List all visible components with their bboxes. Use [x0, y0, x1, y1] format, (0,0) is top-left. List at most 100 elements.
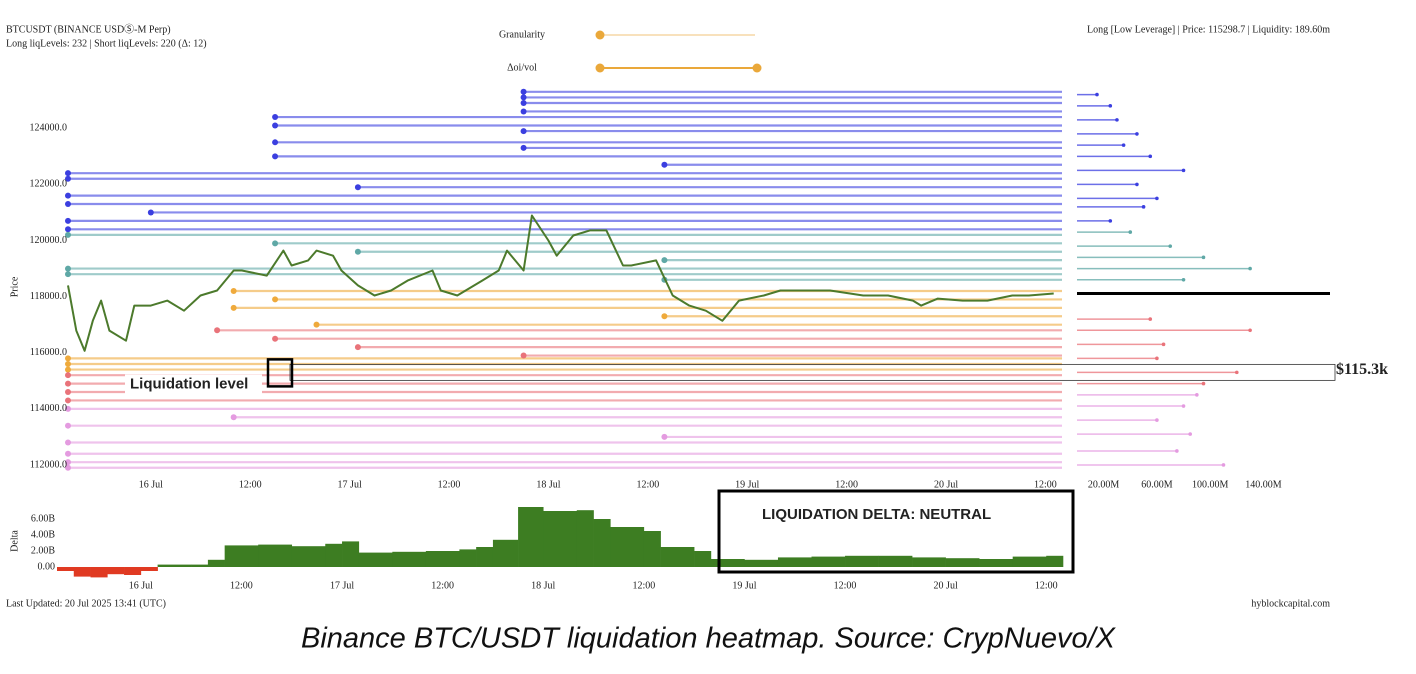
level-start — [65, 422, 71, 429]
level-start — [65, 366, 71, 373]
x-tick-label: 12:00 — [835, 479, 858, 490]
x-tick-label: 18 Jul — [536, 479, 560, 490]
level-start — [272, 122, 279, 129]
delta-step — [57, 567, 75, 571]
liquidity-dot — [1155, 356, 1159, 361]
x-tick-label: 12:00 — [438, 479, 461, 490]
source: hyblockcapital.com — [1251, 598, 1330, 609]
y-axis-label: Price — [9, 276, 20, 297]
delta-step — [845, 555, 879, 567]
liquidity-dot — [1121, 143, 1126, 147]
level-start — [520, 94, 527, 101]
level-start — [65, 380, 71, 387]
annotation-focus — [266, 358, 294, 388]
level-start — [520, 100, 527, 107]
delta-annotation-box — [717, 489, 1075, 574]
delta-step — [593, 519, 611, 567]
level-start — [520, 108, 527, 115]
delta-step — [107, 567, 125, 575]
delta-step — [878, 555, 913, 567]
x-tick-label: 12:00 — [1035, 580, 1058, 591]
delta-step — [610, 527, 645, 567]
liquidity-dot — [1234, 370, 1239, 375]
level-start — [354, 248, 361, 255]
x-tick-label: 17 Jul — [338, 479, 362, 490]
info: Long [Low Leverage] | Price: 115298.7 | … — [1087, 24, 1330, 35]
level-start — [520, 352, 527, 359]
level-start — [230, 414, 237, 421]
symbol: BTCUSDT (BINANCE USDⓈ-M Perp) — [6, 23, 171, 35]
liquidity-dot — [1135, 132, 1139, 136]
delta-step — [342, 541, 360, 567]
delta-step — [425, 551, 460, 567]
caption: Binance BTC/USDT liquidation heatmap. So… — [301, 623, 1117, 655]
level-start — [65, 226, 71, 233]
delta-step — [660, 547, 695, 567]
level-start — [65, 360, 71, 367]
level-start — [313, 321, 320, 328]
level-start — [65, 192, 71, 199]
y-tick-label: 2.00B — [31, 545, 56, 556]
level-start — [65, 271, 71, 278]
level-start — [65, 231, 71, 238]
control-label: Δoi/vol — [507, 62, 537, 73]
price-line — [67, 214, 1054, 352]
x-tick-label: 12:00 — [1034, 479, 1057, 490]
x-tick-label: 12:00 — [239, 479, 262, 490]
delta-step — [291, 546, 326, 567]
level-start — [65, 459, 71, 466]
liquidity-dot — [1201, 255, 1206, 260]
delta-step — [912, 557, 946, 567]
liquidity-dot — [1181, 168, 1186, 173]
x-tick-label: 20 Jul — [934, 479, 958, 490]
liquidity-dot — [1155, 418, 1159, 422]
liquidity-dot — [1108, 104, 1113, 108]
slider-handle[interactable] — [595, 30, 605, 40]
level-start — [272, 240, 279, 247]
level-start — [661, 313, 668, 320]
liquidity-dot — [1201, 381, 1206, 386]
delta-step — [811, 556, 846, 567]
liquidity-dot — [1248, 328, 1252, 333]
annotation-label-bg — [125, 374, 262, 395]
level-start — [65, 397, 71, 404]
liquidity-dot — [1095, 92, 1099, 97]
y-tick-label: 120000.0 — [30, 235, 68, 246]
level-start — [65, 405, 71, 412]
level-start — [272, 114, 279, 121]
delta-step — [207, 559, 225, 567]
delta-step — [358, 552, 393, 567]
slider-handle[interactable] — [595, 63, 605, 73]
liquidity-dot — [1221, 463, 1226, 467]
slider-handle[interactable] — [752, 63, 762, 73]
liquidity-dot — [1168, 244, 1173, 248]
level-start — [272, 335, 279, 342]
liquidity-dot — [1175, 449, 1179, 453]
delta-step — [1046, 555, 1064, 567]
x-tick-label: 16 Jul — [139, 479, 163, 490]
y-tick-label: 6.00B — [31, 513, 56, 524]
x-tick-label: 60.00M — [1141, 479, 1173, 490]
y-tick-label: 124000.0 — [30, 123, 68, 134]
liquidity-dot — [1148, 154, 1153, 159]
level-start — [520, 88, 527, 95]
delta-step — [694, 551, 712, 567]
delta-step — [140, 567, 158, 571]
delta-step — [543, 511, 578, 567]
level-start — [65, 265, 71, 272]
y-axis-label: Delta — [9, 530, 20, 552]
delta-step — [979, 559, 1013, 567]
annotation-label: Liquidation level — [130, 375, 248, 392]
delta-step — [459, 549, 477, 567]
levels — [65, 88, 1062, 471]
level-start — [661, 257, 668, 264]
delta-annotation: LIQUIDATION DELTA: NEUTRAL — [762, 506, 991, 523]
y-tick-label: 0.00 — [38, 561, 56, 572]
level-start — [230, 288, 237, 295]
delta-step — [744, 559, 779, 567]
level-start — [65, 170, 71, 177]
x-tick-label: 17 Jul — [330, 580, 354, 591]
delta-step — [945, 558, 980, 567]
delta-step — [392, 551, 427, 567]
